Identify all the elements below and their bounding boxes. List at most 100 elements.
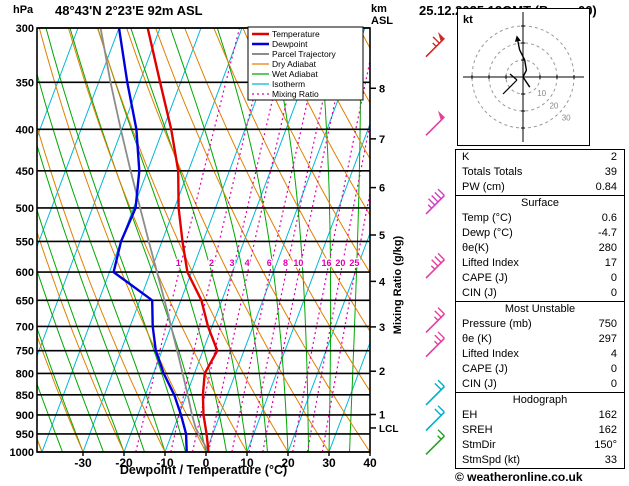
table-row: Lifted Index 17 bbox=[456, 256, 624, 271]
svg-text:20: 20 bbox=[549, 101, 558, 110]
row-value: 2 bbox=[610, 151, 617, 163]
svg-text:350: 350 bbox=[16, 77, 34, 89]
table-row: CIN (J) 0 bbox=[456, 286, 624, 301]
row-label: CAPE (J) bbox=[462, 272, 508, 284]
row-label: PW (cm) bbox=[462, 181, 505, 193]
row-value: 297 bbox=[598, 333, 617, 345]
table-row: Lifted Index 4 bbox=[456, 347, 624, 362]
svg-text:450: 450 bbox=[16, 166, 34, 178]
row-value: 4 bbox=[610, 348, 617, 360]
section-header: Surface bbox=[521, 197, 559, 209]
table-row: StmDir 150° bbox=[456, 438, 624, 453]
svg-text:650: 650 bbox=[16, 295, 34, 307]
table-row: Pressure (mb) 750 bbox=[456, 317, 624, 332]
svg-text:5: 5 bbox=[379, 230, 385, 242]
svg-text:4: 4 bbox=[379, 276, 386, 288]
section-header: Most Unstable bbox=[504, 303, 576, 315]
svg-text:8: 8 bbox=[379, 83, 385, 95]
mixing-ratio-axis-title: Mixing Ratio (g/kg) bbox=[392, 235, 404, 335]
table-section: Hodograph EH 162 SREH 162 StmDir 150° StmSpd (k… bbox=[455, 392, 625, 469]
copyright: © weatheronline.co.uk bbox=[455, 470, 583, 484]
row-value: 280 bbox=[598, 242, 617, 254]
svg-text:Parcel Trajectory: Parcel Trajectory bbox=[272, 49, 337, 59]
svg-text:500: 500 bbox=[16, 203, 34, 215]
row-value: 162 bbox=[598, 409, 617, 421]
svg-text:Isotherm: Isotherm bbox=[272, 79, 305, 89]
sounding-curves bbox=[99, 28, 219, 452]
row-label: θe(K) bbox=[462, 242, 489, 254]
row-value: 17 bbox=[604, 257, 617, 269]
row-label: StmDir bbox=[462, 439, 496, 451]
table-row: Dewp (°C) -4.7 bbox=[456, 226, 624, 241]
svg-text:Temperature: Temperature bbox=[272, 29, 320, 39]
svg-text:Dry Adiabat: Dry Adiabat bbox=[272, 59, 317, 69]
row-label: Totals Totals bbox=[462, 166, 523, 178]
info-table: K 2 Totals Totals 39 PW (cm) 0.84 Surface Temp … bbox=[455, 149, 625, 469]
svg-text:10: 10 bbox=[293, 258, 303, 268]
table-row: StmSpd (kt) 33 bbox=[456, 453, 624, 468]
svg-text:Dewpoint: Dewpoint bbox=[272, 39, 308, 49]
row-value: 0 bbox=[610, 363, 617, 375]
temperature-curve bbox=[146, 28, 219, 452]
dewpoint-curve bbox=[112, 28, 188, 452]
dry-adiabat-lines bbox=[37, 28, 370, 452]
svg-text:-10: -10 bbox=[156, 456, 174, 470]
table-row: PW (cm) 0.84 bbox=[456, 180, 624, 195]
row-value: 150° bbox=[594, 439, 617, 451]
row-label: StmSpd (kt) bbox=[462, 454, 521, 466]
svg-text:1: 1 bbox=[379, 410, 385, 422]
svg-text:800: 800 bbox=[16, 368, 34, 380]
svg-text:3: 3 bbox=[230, 258, 235, 268]
row-value: 0 bbox=[610, 287, 617, 299]
svg-text:700: 700 bbox=[16, 321, 34, 333]
table-row: Temp (°C) 0.6 bbox=[456, 211, 624, 226]
row-label: Dewp (°C) bbox=[462, 227, 513, 239]
table-row: CIN (J) 0 bbox=[456, 377, 624, 392]
section-header: Hodograph bbox=[512, 394, 568, 406]
row-value: 0 bbox=[610, 272, 617, 284]
svg-text:7: 7 bbox=[379, 134, 385, 146]
table-section: K 2 Totals Totals 39 PW (cm) 0.84 bbox=[455, 149, 625, 196]
table-row: SREH 162 bbox=[456, 423, 624, 438]
svg-text:0: 0 bbox=[203, 456, 210, 470]
svg-text:16: 16 bbox=[322, 258, 332, 268]
svg-text:30: 30 bbox=[562, 114, 571, 123]
svg-text:Wet Adiabat: Wet Adiabat bbox=[272, 69, 318, 79]
svg-text:6: 6 bbox=[379, 183, 385, 195]
row-label: K bbox=[462, 151, 470, 163]
storm-motion-barb bbox=[502, 79, 518, 95]
svg-text:1: 1 bbox=[176, 258, 181, 268]
svg-text:900: 900 bbox=[16, 410, 34, 422]
svg-text:300: 300 bbox=[16, 23, 34, 35]
row-value: -4.7 bbox=[598, 227, 617, 239]
altitude-axis-labels: 1 2 3 4 5 6 7 8 LCL bbox=[370, 83, 398, 435]
svg-text:750: 750 bbox=[16, 346, 34, 358]
svg-text:Mixing Ratio: Mixing Ratio bbox=[272, 89, 319, 99]
svg-text:25: 25 bbox=[349, 258, 359, 268]
table-row: CAPE (J) 0 bbox=[456, 271, 624, 286]
row-label: Pressure (mb) bbox=[462, 318, 532, 330]
row-label: Lifted Index bbox=[462, 257, 519, 269]
pressure-unit-label: hPa bbox=[13, 4, 34, 16]
isotherm-lines bbox=[37, 28, 370, 452]
mixing-ratio-value-labels: 1 2 3 4 6 8 10 16 20 25 bbox=[174, 257, 361, 270]
row-label: CAPE (J) bbox=[462, 363, 508, 375]
row-value: 0 bbox=[610, 378, 617, 390]
svg-text:30: 30 bbox=[322, 456, 336, 470]
svg-text:20: 20 bbox=[281, 456, 295, 470]
svg-text:-30: -30 bbox=[74, 456, 92, 470]
svg-text:40: 40 bbox=[363, 456, 377, 470]
row-value: 33 bbox=[604, 454, 617, 466]
svg-text:2: 2 bbox=[379, 366, 385, 378]
hodograph-trace bbox=[502, 35, 531, 95]
row-label: Lifted Index bbox=[462, 348, 519, 360]
svg-text:4: 4 bbox=[245, 258, 250, 268]
row-value: 39 bbox=[604, 166, 617, 178]
svg-text:10: 10 bbox=[240, 456, 254, 470]
svg-text:850: 850 bbox=[16, 390, 34, 402]
skewt-chart: 3003504004505005506006507007508008509009… bbox=[10, 23, 445, 470]
svg-text:2: 2 bbox=[209, 258, 214, 268]
svg-text:8: 8 bbox=[283, 258, 288, 268]
